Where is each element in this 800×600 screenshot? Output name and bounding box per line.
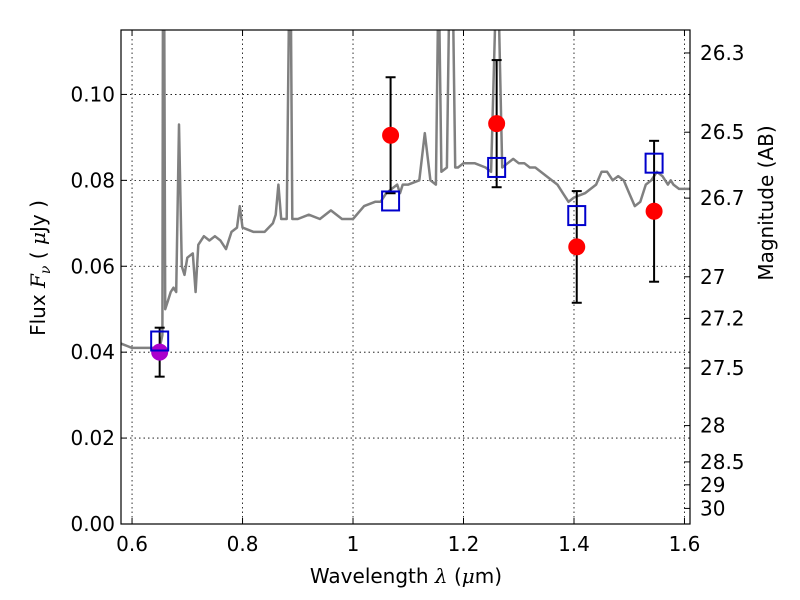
- x-tick-label: 0.8: [227, 532, 259, 556]
- plot-frame: [120, 29, 691, 525]
- observed-flux-point: [151, 343, 169, 361]
- synthetic-flux-square: [150, 330, 170, 352]
- y-tick-label: 0.00: [70, 512, 115, 536]
- right-axis-label: Magnitude (AB): [754, 125, 778, 280]
- right-tick-label: 30: [700, 496, 725, 520]
- right-tick-label: 27.5: [700, 356, 745, 380]
- right-tick-label: 27.2: [700, 306, 745, 330]
- observed-flux-point: [568, 238, 586, 256]
- model-spectrum-line: [121, 30, 690, 350]
- right-tick-label: 26.5: [700, 120, 745, 144]
- observed-flux-point: [488, 115, 506, 133]
- y-tick-label: 0.02: [70, 426, 115, 450]
- synthetic-flux-square: [487, 156, 507, 178]
- x-tick-label: 1.4: [558, 532, 590, 556]
- synthetic-flux-square: [381, 190, 401, 212]
- right-tick-label: 28.5: [700, 450, 745, 474]
- axes-frame: [120, 29, 691, 525]
- observed-flux-point: [645, 202, 663, 220]
- synthetic-flux-square: [567, 205, 587, 227]
- x-axis-label: Wavelength λ (μm): [310, 564, 502, 588]
- y-tick-label: 0.10: [70, 82, 115, 106]
- x-tick-label: 0.6: [116, 532, 148, 556]
- plot-area: [121, 30, 690, 378]
- y-tick-label: 0.06: [70, 254, 115, 278]
- x-tick-label: 1.6: [669, 532, 701, 556]
- right-tick-label: 28: [700, 414, 725, 438]
- right-tick-label: 26.7: [700, 186, 745, 210]
- observed-flux-point: [382, 126, 400, 144]
- x-tick-label: 1.2: [448, 532, 480, 556]
- y-tick-label: 0.04: [70, 340, 115, 364]
- y-tick-label: 0.08: [70, 168, 115, 192]
- y-axis-label: Flux Fν ( μJy ): [26, 200, 54, 336]
- right-tick-label: 26.3: [700, 41, 745, 65]
- x-tick-label: 1: [347, 532, 360, 556]
- grid-lines: [121, 30, 690, 525]
- right-tick-label: 27: [700, 265, 725, 289]
- right-tick-label: 29: [700, 473, 725, 497]
- axis-ticks: 0.6 0.8 1 1.2 1.4 1.6 0.00 0.02 0.04 0.06 0.08 0.10…: [70, 30, 745, 556]
- synthetic-flux-square: [644, 152, 664, 174]
